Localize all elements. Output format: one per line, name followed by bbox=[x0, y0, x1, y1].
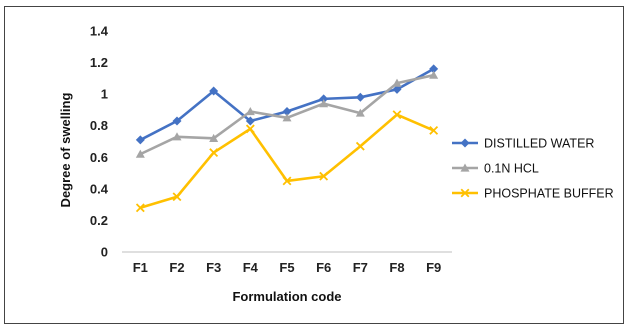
x-tick-label: F4 bbox=[243, 260, 259, 275]
data-point bbox=[209, 133, 219, 142]
data-point bbox=[319, 171, 329, 181]
y-tick-label: 0.4 bbox=[90, 181, 109, 196]
data-point bbox=[135, 203, 145, 213]
data-point bbox=[429, 64, 439, 74]
data-point bbox=[245, 116, 255, 126]
data-point bbox=[319, 94, 329, 104]
data-point bbox=[135, 135, 145, 145]
data-point bbox=[319, 99, 329, 108]
legend-item: DISTILLED WATER bbox=[452, 137, 594, 151]
data-point bbox=[355, 141, 365, 151]
legend: DISTILLED WATER 0.1N HCL PHOSPHATE BUFFER bbox=[452, 137, 614, 201]
data-point bbox=[172, 192, 182, 202]
chart-frame bbox=[4, 6, 624, 324]
x-tick-label: F8 bbox=[389, 260, 404, 275]
x-tick-label: F2 bbox=[169, 260, 184, 275]
series-line bbox=[139, 67, 435, 142]
y-axis-ticks: 0 0.2 0.4 0.6 0.8 1 1.2 1.4 bbox=[90, 24, 109, 260]
data-point bbox=[460, 138, 470, 148]
y-tick-label: 1 bbox=[101, 87, 108, 102]
data-point bbox=[392, 84, 402, 94]
x-tick-label: F3 bbox=[206, 260, 221, 275]
series-phosphate-buffer bbox=[135, 110, 439, 213]
legend-label: DISTILLED WATER bbox=[484, 137, 594, 151]
data-point bbox=[245, 107, 255, 116]
x-tick-label: F7 bbox=[353, 260, 368, 275]
x-tick-label: F6 bbox=[316, 260, 331, 275]
data-point bbox=[245, 124, 255, 134]
y-tick-label: 0 bbox=[101, 245, 108, 260]
data-point bbox=[429, 126, 439, 135]
y-tick-label: 0.8 bbox=[90, 118, 108, 133]
data-point bbox=[392, 110, 402, 120]
series-0-1n-hcl bbox=[135, 70, 439, 158]
series-distilled-water bbox=[135, 64, 439, 145]
x-axis-title: Formulation code bbox=[232, 289, 341, 304]
data-point bbox=[460, 188, 470, 198]
data-point bbox=[209, 148, 219, 157]
x-axis-ticks: F1 F2 F3 F4 F5 F6 F7 F8 F9 bbox=[133, 260, 442, 275]
data-point bbox=[172, 116, 182, 126]
data-point bbox=[282, 113, 292, 122]
x-tick-label: F5 bbox=[279, 260, 294, 275]
data-point bbox=[392, 78, 402, 87]
series-line bbox=[139, 113, 435, 210]
data-point bbox=[355, 92, 365, 102]
data-point bbox=[355, 108, 365, 117]
legend-label: 0.1N HCL bbox=[484, 162, 539, 176]
x-tick-label: F1 bbox=[133, 260, 148, 275]
series-layer bbox=[135, 64, 439, 213]
data-point bbox=[460, 163, 470, 172]
legend-item: PHOSPHATE BUFFER bbox=[452, 187, 614, 201]
data-point bbox=[209, 86, 219, 96]
y-tick-label: 0.2 bbox=[90, 213, 108, 228]
data-point bbox=[282, 176, 292, 186]
data-point bbox=[172, 132, 182, 141]
y-tick-label: 1.2 bbox=[90, 55, 108, 70]
y-tick-label: 0.6 bbox=[90, 150, 108, 165]
legend-item: 0.1N HCL bbox=[452, 162, 539, 176]
data-point bbox=[135, 149, 145, 158]
legend-label: PHOSPHATE BUFFER bbox=[484, 187, 614, 201]
y-axis-title: Degree of swelling bbox=[58, 93, 73, 208]
y-tick-label: 1.4 bbox=[90, 24, 109, 39]
data-point bbox=[429, 70, 439, 79]
data-point bbox=[282, 107, 292, 117]
x-tick-label: F9 bbox=[426, 260, 441, 275]
